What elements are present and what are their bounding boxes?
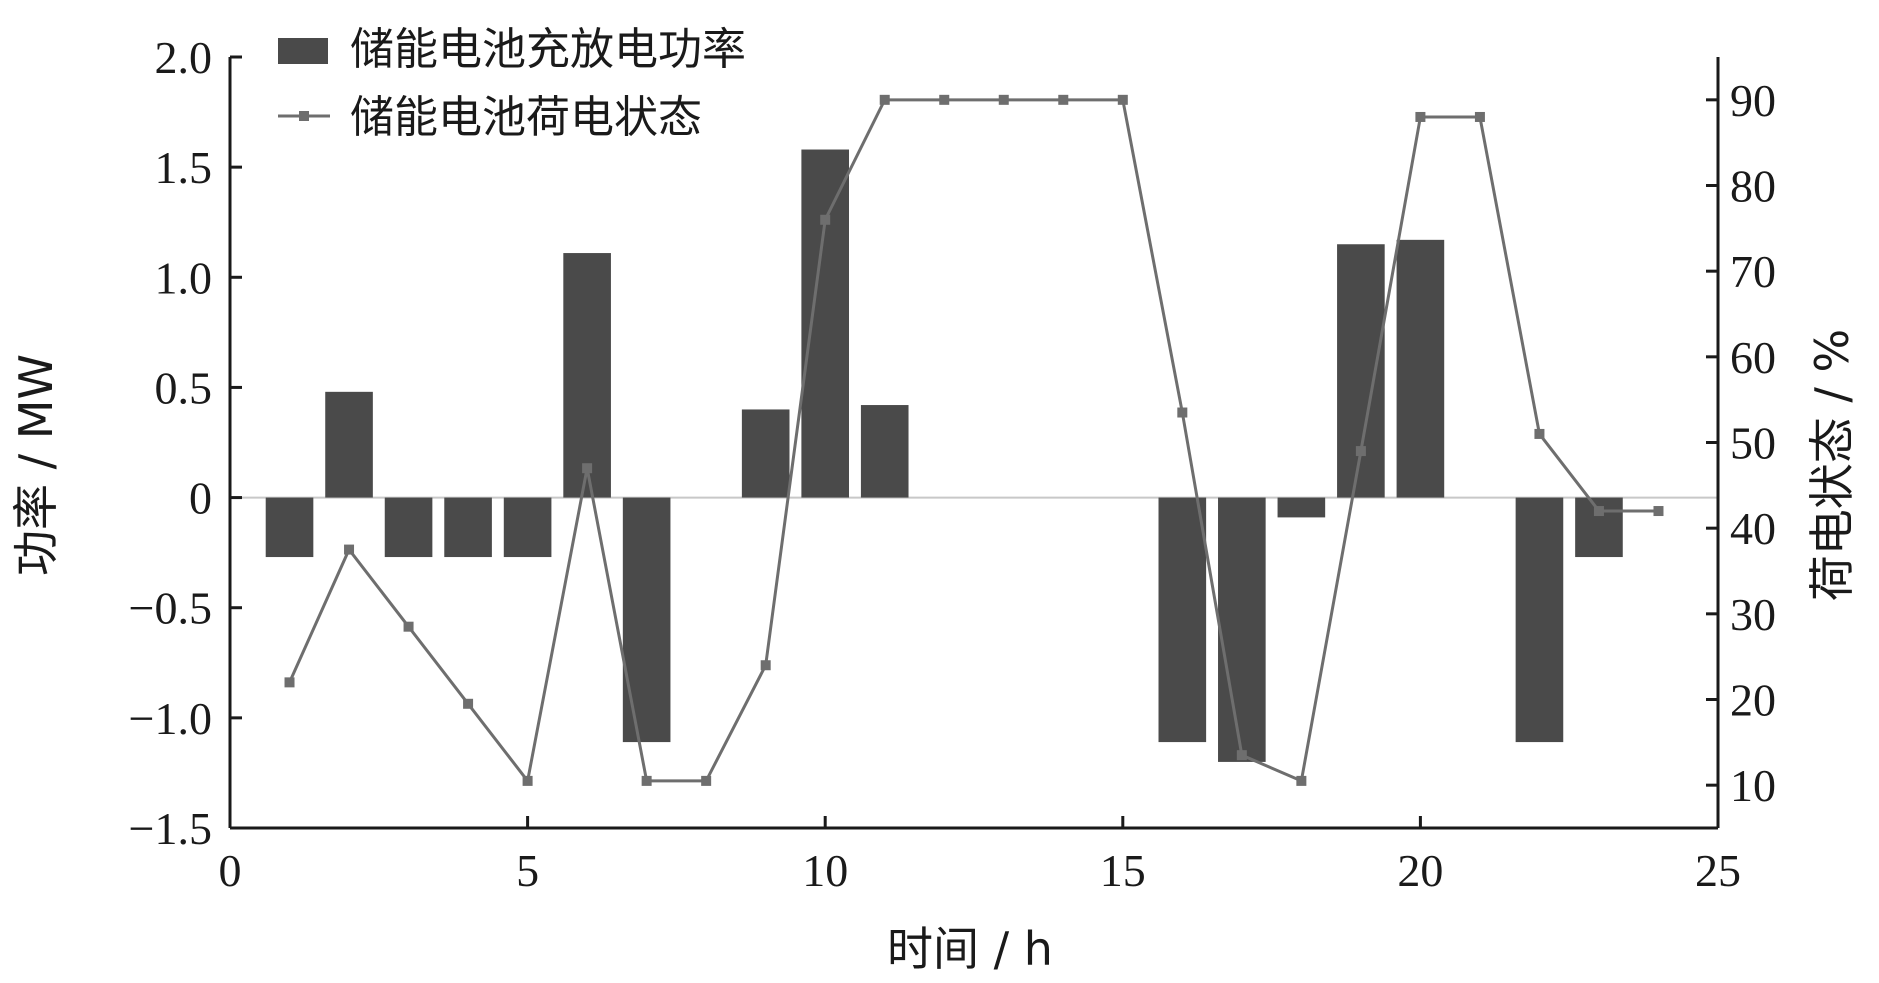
soc-marker-hour-20 [1415,111,1426,122]
soc-marker-hour-12 [939,94,950,105]
power-bar-hour-6 [563,253,611,498]
power-bar-hour-4 [444,497,492,558]
power-bar-hour-1 [265,497,314,558]
soc-marker-hour-14 [1058,94,1069,105]
y-left-tick-label: −1.5 [129,803,212,854]
soc-marker-hour-10 [820,214,831,225]
y-left-tick-label: 2.0 [155,32,213,83]
power-bar-hour-16 [1158,497,1207,743]
legend-label-soc: 储能电池荷电状态 [350,92,702,143]
legend-bar-swatch [278,38,328,64]
bars-layer [265,149,1623,762]
legend-line-marker [299,111,309,121]
y-left-tick-label: 0.5 [155,362,213,413]
power-bar-hour-22 [1515,497,1564,743]
soc-marker-hour-19 [1355,446,1366,457]
y-right-tick-label: 40 [1730,503,1776,554]
power-bar-hour-3 [384,497,433,558]
soc-marker-hour-9 [760,660,771,671]
y-right-tick-label: 10 [1730,760,1776,811]
soc-marker-hour-22 [1534,428,1545,439]
power-bar-hour-9 [741,409,790,498]
y-left-tick-label: −0.5 [129,583,212,634]
soc-marker-hour-2 [344,544,355,555]
soc-line [288,98,1659,785]
x-tick-label: 0 [219,845,242,896]
x-tick-label: 25 [1695,845,1741,896]
soc-marker-hour-15 [1117,94,1128,105]
ticks-layer: 0 5 10 15 20 25 2.0 1.5 1.0 0.5 0 −0.5 −1.0 −1.5 90 80 7… [129,32,1776,896]
legend: 储能电池充放电功率 储能电池荷电状态 [278,24,746,143]
soc-marker-hour-6 [582,463,593,474]
power-bar-hour-17 [1218,497,1266,762]
soc-marker-hour-24 [1653,506,1664,517]
power-bar-hour-5 [503,497,552,558]
power-bar-hour-11 [860,405,909,498]
soc-marker-hour-13 [998,94,1009,105]
soc-marker-hour-21 [1474,111,1485,122]
power-bar-hour-18 [1277,497,1326,518]
power-bar-hour-20 [1396,239,1445,498]
x-tick-label: 15 [1100,845,1146,896]
soc-marker-hour-16 [1177,407,1188,418]
y-left-tick-label: 1.0 [155,252,213,303]
y-right-tick-label: 50 [1730,418,1776,469]
soc-marker-hour-4 [463,698,474,709]
power-bar-hour-10 [801,149,850,498]
soc-marker-hour-7 [641,775,652,786]
soc-marker-hour-23 [1593,506,1604,517]
soc-marker-hour-8 [701,775,712,786]
legend-label-power: 储能电池充放电功率 [350,24,746,75]
axes-layer [228,57,1720,830]
soc-marker-hour-11 [879,94,890,105]
y-right-tick-label: 70 [1730,246,1776,297]
x-tick-label: 5 [516,845,539,896]
soc-marker-hour-17 [1236,750,1247,761]
y-right-tick-label: 60 [1730,332,1776,383]
y-right-tick-label: 80 [1730,161,1776,212]
x-tick-label: 10 [802,845,848,896]
x-tick-label: 20 [1397,845,1443,896]
y-left-tick-label: −1.0 [129,693,212,744]
y-left-tick-label: 0 [189,473,212,524]
power-bar-hour-7 [622,497,671,743]
y-right-axis-label: 荷电状态 / % [1805,329,1859,601]
soc-marker-hour-18 [1296,775,1307,786]
power-bar-hour-2 [325,391,373,498]
soc-line-layer [284,94,1664,786]
soc-marker-hour-3 [403,621,414,632]
soc-marker-hour-1 [284,677,295,688]
y-right-tick-label: 20 [1730,675,1776,726]
y-right-tick-label: 30 [1730,589,1776,640]
y-left-axis-label: 功率 / MW [9,354,63,576]
x-axis-label: 时间 / h [887,922,1053,976]
y-left-tick-label: 1.5 [155,142,213,193]
soc-marker-hour-5 [522,775,533,786]
y-right-tick-label: 90 [1730,75,1776,126]
power-bar-hour-19 [1337,244,1385,498]
